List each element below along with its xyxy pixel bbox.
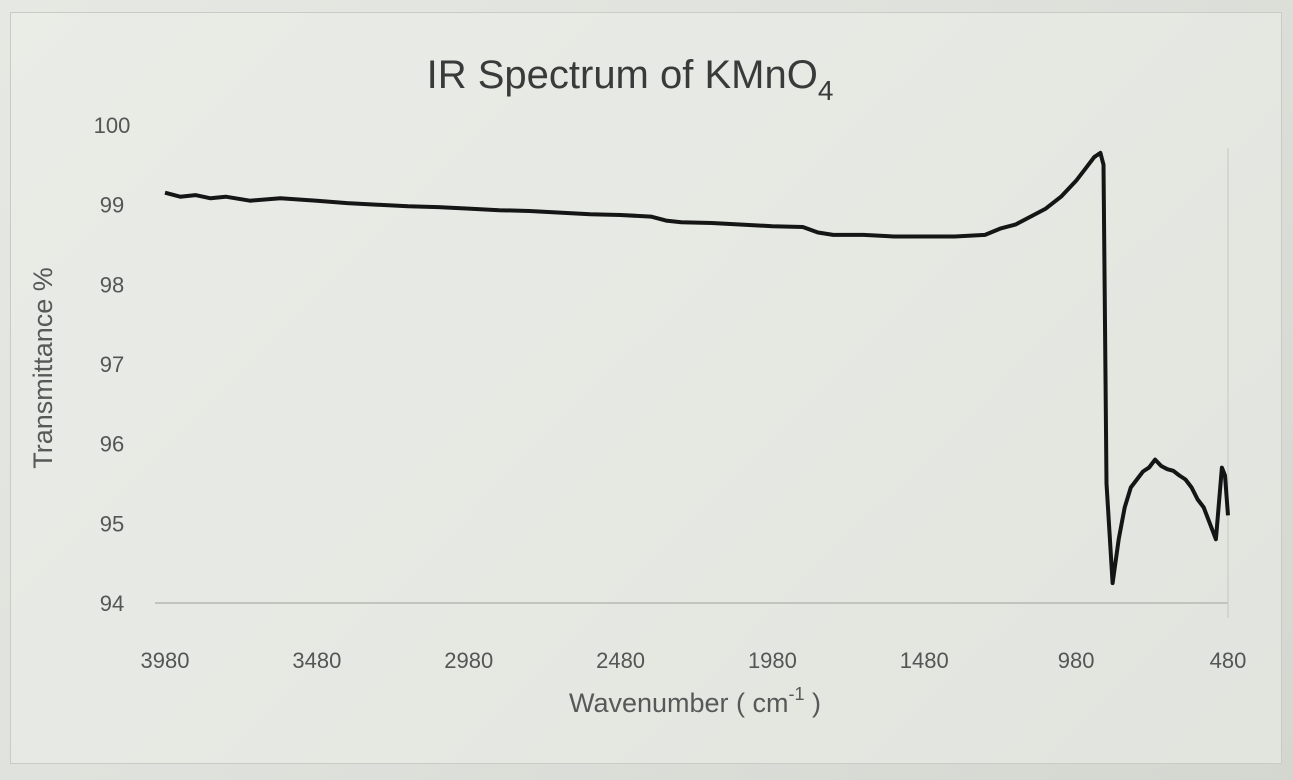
chart-title: IR Spectrum of KMnO4 [427,53,834,106]
x-axis-label-text: Wavenumber ( cm [569,688,789,718]
y-tick-label: 97 [100,352,124,377]
series-layer [164,150,1230,586]
y-tick-label: 99 [100,193,124,218]
x-tick-label: 980 [1058,648,1095,673]
chart-title-subscript: 4 [818,75,834,106]
y-axis-label: Transmittance % [28,267,58,469]
transmittance-series-line [164,150,1230,586]
x-axis-label: Wavenumber ( cm-1 ) [569,684,821,718]
x-axis-label-superscript: -1 [789,684,805,704]
x-tick-label: 3480 [292,648,341,673]
x-tick-label: 1980 [748,648,797,673]
x-tick-label: 480 [1210,648,1247,673]
y-tick-label: 98 [100,272,124,297]
x-tick-label: 1480 [900,648,949,673]
chart-title-text: IR Spectrum of KMnO [427,53,818,97]
y-tick-labels: 100 99 98 97 96 95 94 [94,113,131,616]
x-axis-label-suffix: ) [805,688,822,718]
y-tick-label: 94 [100,591,124,616]
x-tick-label: 2480 [596,648,645,673]
y-tick-label: 95 [100,511,124,536]
chart-area [10,12,1282,764]
x-tick-label: 3980 [141,648,190,673]
x-tick-labels: 3980 3480 2980 2480 1980 1480 980 480 [141,648,1247,673]
x-tick-label: 2980 [444,648,493,673]
y-tick-label: 96 [100,432,124,457]
y-tick-label: 100 [94,113,131,138]
plot-frame [155,148,1229,618]
